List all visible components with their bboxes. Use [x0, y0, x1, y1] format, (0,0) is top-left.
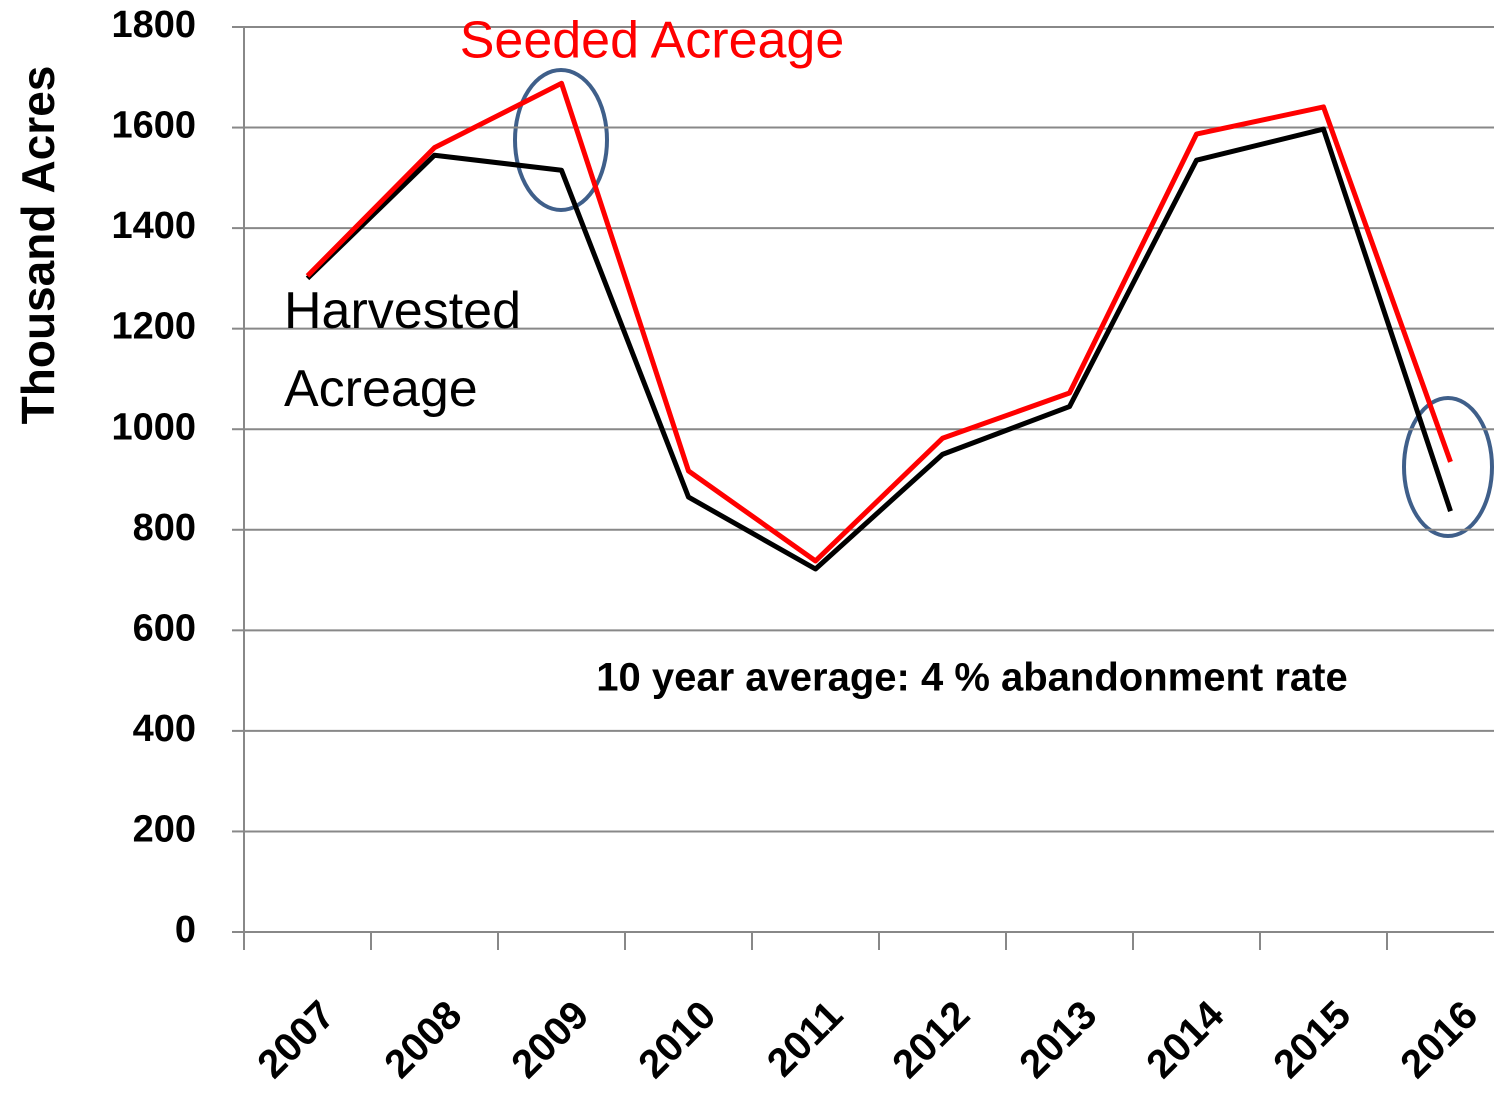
- y-axis-label: Thousand Acres: [12, 66, 64, 425]
- x-tick-label: 2008: [376, 993, 470, 1087]
- y-tick-label: 200: [133, 808, 196, 850]
- x-tick-label: 2013: [1011, 993, 1105, 1087]
- series-label: Harvested Acreage: [284, 282, 521, 418]
- y-tick-label: 1600: [111, 105, 196, 147]
- x-tick-label: 2015: [1265, 993, 1359, 1087]
- y-tick-label: 1800: [111, 4, 196, 46]
- series-line: [305, 80, 1453, 564]
- y-tick-label: 400: [133, 708, 196, 750]
- y-tick-label: 800: [133, 507, 196, 549]
- highlight-ellipse: [513, 68, 609, 212]
- x-tick-label: 2016: [1392, 993, 1486, 1087]
- x-tick-label: 2010: [630, 993, 724, 1087]
- series-label: Seeded Acreage: [460, 12, 845, 70]
- y-tick-label: 1400: [111, 205, 196, 247]
- x-tick-label: 2007: [249, 993, 343, 1087]
- series-line: [305, 126, 1453, 572]
- x-tick-label: 2012: [884, 993, 978, 1087]
- y-tick-label: 1200: [111, 306, 196, 348]
- highlight-ellipse: [1402, 396, 1494, 538]
- x-tick-label: 2009: [503, 993, 597, 1087]
- annotation: 10 year average: 4 % abandonment rate: [596, 656, 1347, 700]
- x-tick-label: 2014: [1138, 992, 1233, 1087]
- y-tick-label: 1000: [111, 406, 196, 448]
- y-tick-label: 600: [133, 607, 196, 649]
- y-tick-label: 0: [175, 909, 196, 951]
- x-tick-label: 2011: [759, 993, 851, 1085]
